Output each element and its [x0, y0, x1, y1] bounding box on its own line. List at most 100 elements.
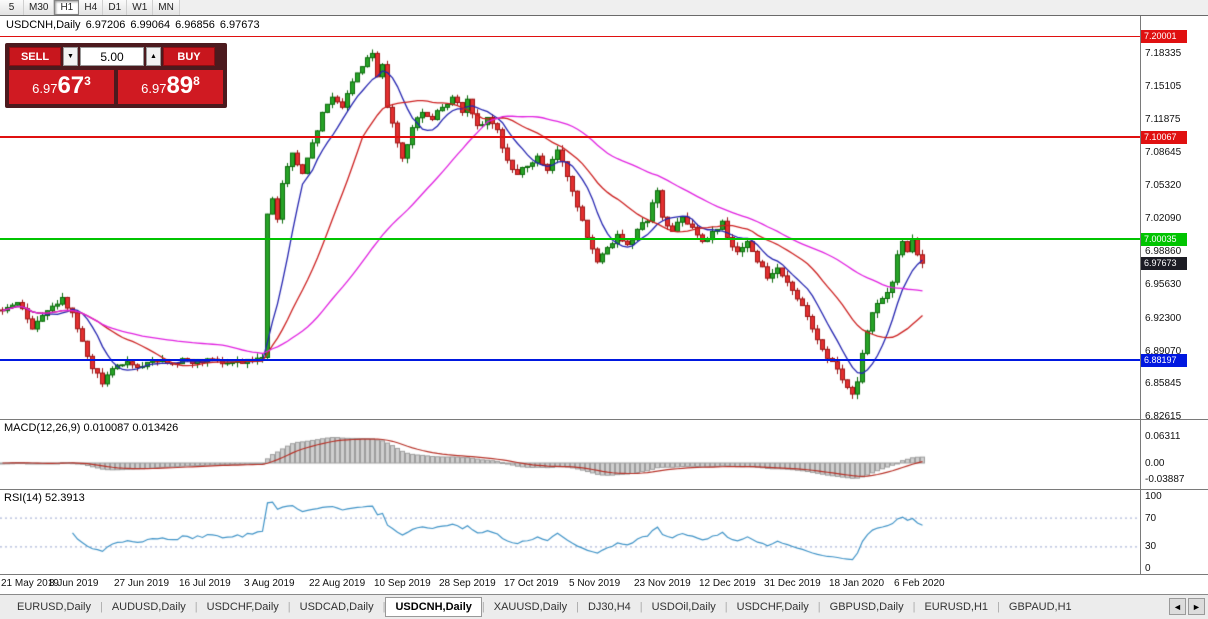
- horizontal-level-line-7.00035[interactable]: [0, 238, 1140, 241]
- timeframe-button-h1[interactable]: H1: [54, 0, 80, 15]
- tab-separator: |: [997, 601, 1000, 613]
- tab-scroll-left-button[interactable]: ◄: [1169, 598, 1186, 615]
- timeframe-button-mn[interactable]: MN: [153, 0, 180, 15]
- rsi-axis-label: 30: [1145, 541, 1157, 553]
- date-axis-label: 6 Feb 2020: [894, 578, 945, 589]
- macd-axis-label: 0.00: [1145, 458, 1165, 469]
- date-axis-label: 12 Dec 2019: [699, 578, 756, 589]
- macd-indicator-panel[interactable]: MACD(12,26,9) 0.010087 0.013426 0.06311 0…: [0, 420, 1208, 490]
- chevron-down-icon: ▼: [67, 53, 74, 60]
- bid-pip-digit: 3: [84, 74, 91, 88]
- chart-tab-usdcnh-daily[interactable]: USDCNH,Daily: [385, 597, 482, 617]
- date-axis-label: 5 Nov 2019: [569, 578, 621, 589]
- ask-price-button[interactable]: 6.97 89 8: [118, 70, 223, 104]
- timeframe-button-5[interactable]: 5: [0, 0, 24, 15]
- horizontal-level-line-6.88197[interactable]: [0, 358, 1140, 361]
- date-axis[interactable]: 21 May 2019 8 Jun 2019 27 Jun 2019 16 Jul 2…: [0, 575, 1208, 595]
- price-tag-7.20001: 7.20001: [1141, 30, 1187, 44]
- chart-tab-eurusd-daily[interactable]: EURUSD,Daily: [17, 601, 91, 613]
- arrow-left-icon: ◄: [1173, 601, 1182, 612]
- chart-tab-dj30-h4[interactable]: DJ30,H4: [587, 601, 631, 613]
- macd-axis-label: 0.06311: [1145, 431, 1181, 443]
- tab-scroll-right-button[interactable]: ►: [1188, 598, 1205, 615]
- rsi-axis-label: 70: [1145, 512, 1157, 524]
- ohlc-info: USDCNH,Daily 6.97206 6.99064 6.96856 6.97673: [6, 19, 265, 31]
- bid-big-digits: 67: [57, 72, 85, 99]
- ask-pip-digit: 8: [193, 74, 200, 88]
- tab-separator: |: [99, 601, 103, 613]
- high-value: 6.99064: [130, 19, 171, 31]
- close-value: 6.97673: [219, 19, 260, 31]
- horizontal-level-line-7.20001[interactable]: [0, 35, 1140, 37]
- price-chart-panel[interactable]: USDCNH,Daily 6.97206 6.99064 6.96856 6.97673…: [0, 16, 1208, 420]
- low-value: 6.96856: [175, 19, 215, 31]
- tab-separator: |: [481, 601, 485, 613]
- rsi-axis-label: 0: [1145, 563, 1151, 574]
- rsi-indicator-panel[interactable]: RSI(14) 52.3913 100 70 30 0: [0, 490, 1208, 575]
- price-tag-7.10067: 7.10067: [1141, 131, 1187, 145]
- price-tag-6.88197: 6.88197: [1141, 353, 1187, 367]
- tab-bar: ◄ ► EURUSD,Daily | AUDUSD,Daily | USDCHF,Dai…: [0, 595, 1208, 619]
- arrow-right-icon: ►: [1192, 601, 1201, 612]
- price-axis-label: 7.15105: [1145, 80, 1182, 92]
- price-axis-label: 6.85845: [1145, 378, 1182, 390]
- volume-input[interactable]: [80, 47, 144, 66]
- date-axis-label: 3 Aug 2019: [244, 578, 295, 589]
- date-axis-label: 21 May 2019: [1, 578, 59, 589]
- date-axis-label: 27 Jun 2019: [114, 578, 170, 589]
- ask-big-digits: 89: [166, 72, 194, 99]
- horizontal-level-line-7.10067[interactable]: [0, 136, 1140, 139]
- sell-button[interactable]: SELL: [9, 47, 61, 66]
- macd-label: MACD(12,26,9) 0.010087 0.013426: [4, 422, 179, 434]
- price-axis-label: 7.05320: [1145, 180, 1182, 192]
- timeframe-button-d1[interactable]: D1: [103, 0, 128, 15]
- macd-axis: 0.06311 0.00 -0.03887: [1140, 420, 1208, 489]
- price-axis[interactable]: 7.18335 7.15105 7.11875 7.08645 7.05320 7.020…: [1140, 16, 1208, 419]
- chart-tab-usdcad-daily[interactable]: USDCAD,Daily: [299, 601, 374, 613]
- price-axis-label: 7.18335: [1145, 48, 1182, 60]
- volume-decrease-button[interactable]: ▼: [63, 47, 78, 66]
- tab-scroll-controls: ◄ ►: [1169, 598, 1205, 615]
- date-axis-label: 8 Jun 2019: [49, 578, 99, 589]
- chart-tab-usdchf-daily[interactable]: USDCHF,Daily: [736, 601, 809, 613]
- chart-tab-eurusd-h1[interactable]: EURUSD,H1: [924, 601, 989, 613]
- buy-button[interactable]: BUY: [163, 47, 215, 66]
- tab-separator: |: [287, 601, 291, 613]
- tab-separator: |: [639, 601, 643, 613]
- timeframe-button-m30[interactable]: M30: [24, 0, 55, 15]
- chart-tab-gbpaud-h1[interactable]: GBPAUD,H1: [1008, 601, 1072, 613]
- chart-tab-gbpusd-daily[interactable]: GBPUSD,Daily: [829, 601, 904, 613]
- date-axis-label: 16 Jul 2019: [179, 578, 231, 589]
- price-axis-label: 6.82615: [1145, 411, 1182, 420]
- tab-separator: |: [817, 601, 821, 613]
- date-axis-label: 10 Sep 2019: [374, 578, 431, 589]
- price-axis-label: 7.08645: [1145, 146, 1182, 158]
- price-tag-7.00035: 7.00035: [1141, 233, 1187, 247]
- chart-tab-audusd-daily[interactable]: AUDUSD,Daily: [111, 601, 186, 613]
- chart-tab-usdchf-daily[interactable]: USDCHF,Daily: [206, 601, 279, 613]
- open-value: 6.97206: [85, 19, 126, 31]
- price-tag-6.97673: 6.97673: [1141, 257, 1187, 271]
- price-axis-label: 6.92300: [1145, 312, 1182, 324]
- volume-increase-button[interactable]: ▲: [146, 47, 161, 66]
- chart-tab-xauusd-daily[interactable]: XAUUSD,Daily: [493, 601, 568, 613]
- trade-prices-row: 6.97 67 3 6.97 89 8: [9, 70, 223, 104]
- timeframe-button-w1[interactable]: W1: [127, 0, 154, 15]
- rsi-axis: 100 70 30 0: [1140, 490, 1208, 574]
- timeframe-button-h4[interactable]: H4: [79, 0, 104, 15]
- date-axis-label: 17 Oct 2019: [504, 578, 559, 589]
- tab-separator: |: [194, 601, 198, 613]
- rsi-canvas[interactable]: [0, 490, 1140, 574]
- date-axis-label: 31 Dec 2019: [764, 578, 821, 589]
- chart-tab-usdoil-daily[interactable]: USDOil,Daily: [651, 601, 716, 613]
- bid-price-button[interactable]: 6.97 67 3: [9, 70, 114, 104]
- bid-prefix: 6.97: [32, 81, 58, 96]
- macd-axis-label: -0.03887: [1145, 474, 1185, 486]
- tab-separator: |: [912, 601, 916, 613]
- price-axis-label: 7.02090: [1145, 213, 1182, 225]
- chevron-up-icon: ▲: [150, 53, 157, 60]
- price-axis-label: 7.11875: [1145, 113, 1181, 125]
- macd-canvas[interactable]: [0, 420, 1140, 489]
- date-axis-label: 18 Jan 2020: [829, 578, 885, 589]
